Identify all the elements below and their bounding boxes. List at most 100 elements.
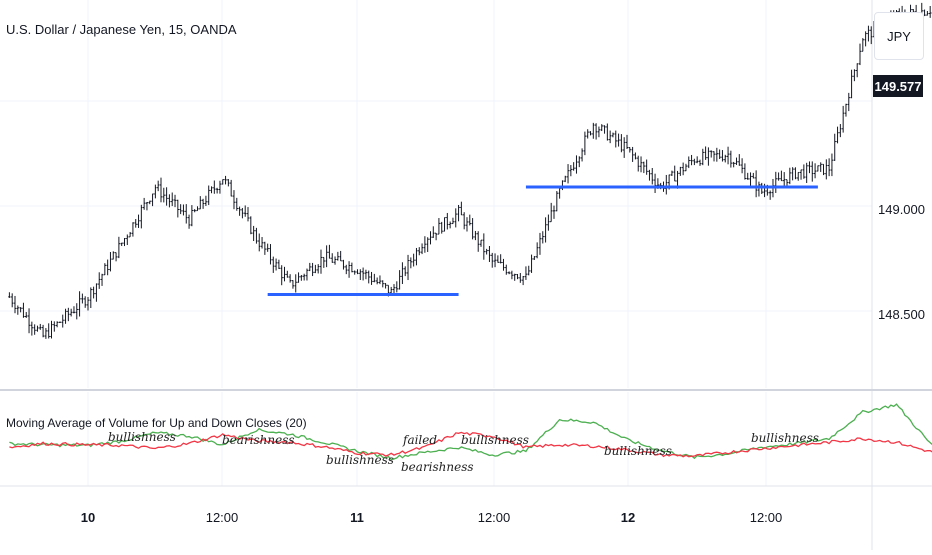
candle (151, 194, 153, 206)
candle (109, 252, 111, 271)
candle (867, 26, 869, 42)
candle (561, 180, 563, 190)
candle (926, 11, 928, 16)
candle (617, 134, 619, 147)
candle (73, 306, 75, 313)
candle (25, 312, 27, 318)
candle (671, 171, 673, 176)
candle (645, 160, 647, 175)
candle (755, 170, 757, 197)
candle (47, 323, 49, 338)
candle (261, 237, 263, 249)
candle (396, 281, 398, 292)
candle (300, 275, 302, 281)
candle (227, 179, 229, 186)
candle (36, 326, 38, 332)
candle (483, 233, 485, 259)
candle (595, 123, 597, 139)
candle (415, 248, 417, 265)
candle (306, 269, 308, 281)
candle (368, 271, 370, 284)
candle (682, 163, 684, 176)
candle (39, 324, 41, 330)
candle (724, 155, 726, 163)
candle (522, 276, 524, 285)
candle (56, 321, 58, 327)
candle (789, 168, 791, 184)
candle (769, 190, 771, 199)
candle (455, 208, 457, 227)
candle (252, 226, 254, 241)
candle (508, 271, 510, 274)
candle (104, 263, 106, 275)
candle (154, 185, 156, 199)
candle (429, 231, 431, 244)
candle (137, 215, 139, 228)
candle (418, 247, 420, 255)
candle (528, 266, 530, 276)
candle (120, 243, 122, 246)
candle (564, 176, 566, 182)
candle (817, 166, 819, 172)
candle (224, 176, 226, 185)
candle (188, 215, 190, 229)
candle (463, 212, 465, 229)
candle (353, 270, 355, 274)
candle (269, 244, 271, 264)
candle (275, 259, 277, 271)
candle (862, 38, 864, 51)
candle (485, 249, 487, 255)
candle (665, 175, 667, 195)
candle (50, 321, 52, 339)
candle (578, 156, 580, 167)
candle (11, 293, 13, 307)
candle (258, 233, 260, 251)
candle (637, 156, 639, 172)
candle (775, 172, 777, 193)
candle (480, 240, 482, 247)
candle (238, 207, 240, 216)
candle (685, 164, 687, 171)
candle (126, 234, 128, 245)
candle (601, 124, 603, 131)
candle (106, 260, 108, 276)
candle (328, 245, 330, 259)
candle (264, 242, 266, 255)
candle (836, 127, 838, 144)
time-tick: 12:00 (478, 510, 511, 525)
candle (199, 196, 201, 209)
candle (98, 272, 100, 289)
candle (140, 205, 142, 229)
candle (345, 265, 347, 274)
candle (592, 123, 594, 139)
candle (530, 255, 532, 273)
candle (707, 147, 709, 165)
candle (53, 321, 55, 331)
candle (339, 251, 341, 261)
candle (615, 131, 617, 148)
candle (572, 162, 574, 171)
candle (281, 265, 283, 285)
price-axis[interactable]: 149.000 148.500 (878, 202, 925, 322)
candle (193, 209, 195, 212)
candle (101, 274, 103, 286)
candle (730, 151, 732, 168)
currency-button[interactable]: JPY (874, 12, 924, 60)
candle (834, 134, 836, 161)
time-tick: 11 (350, 510, 364, 525)
time-axis[interactable]: 10 12:00 11 12:00 12 12:00 (81, 510, 783, 525)
candle (81, 294, 83, 304)
candle (721, 150, 723, 161)
candle (845, 104, 847, 117)
candle (342, 260, 344, 270)
candle (690, 155, 692, 165)
candle (679, 167, 681, 176)
candle (702, 149, 704, 165)
candle (236, 198, 238, 211)
candle (842, 106, 844, 133)
candle (716, 148, 718, 162)
candle (334, 256, 336, 264)
candle (244, 205, 246, 216)
